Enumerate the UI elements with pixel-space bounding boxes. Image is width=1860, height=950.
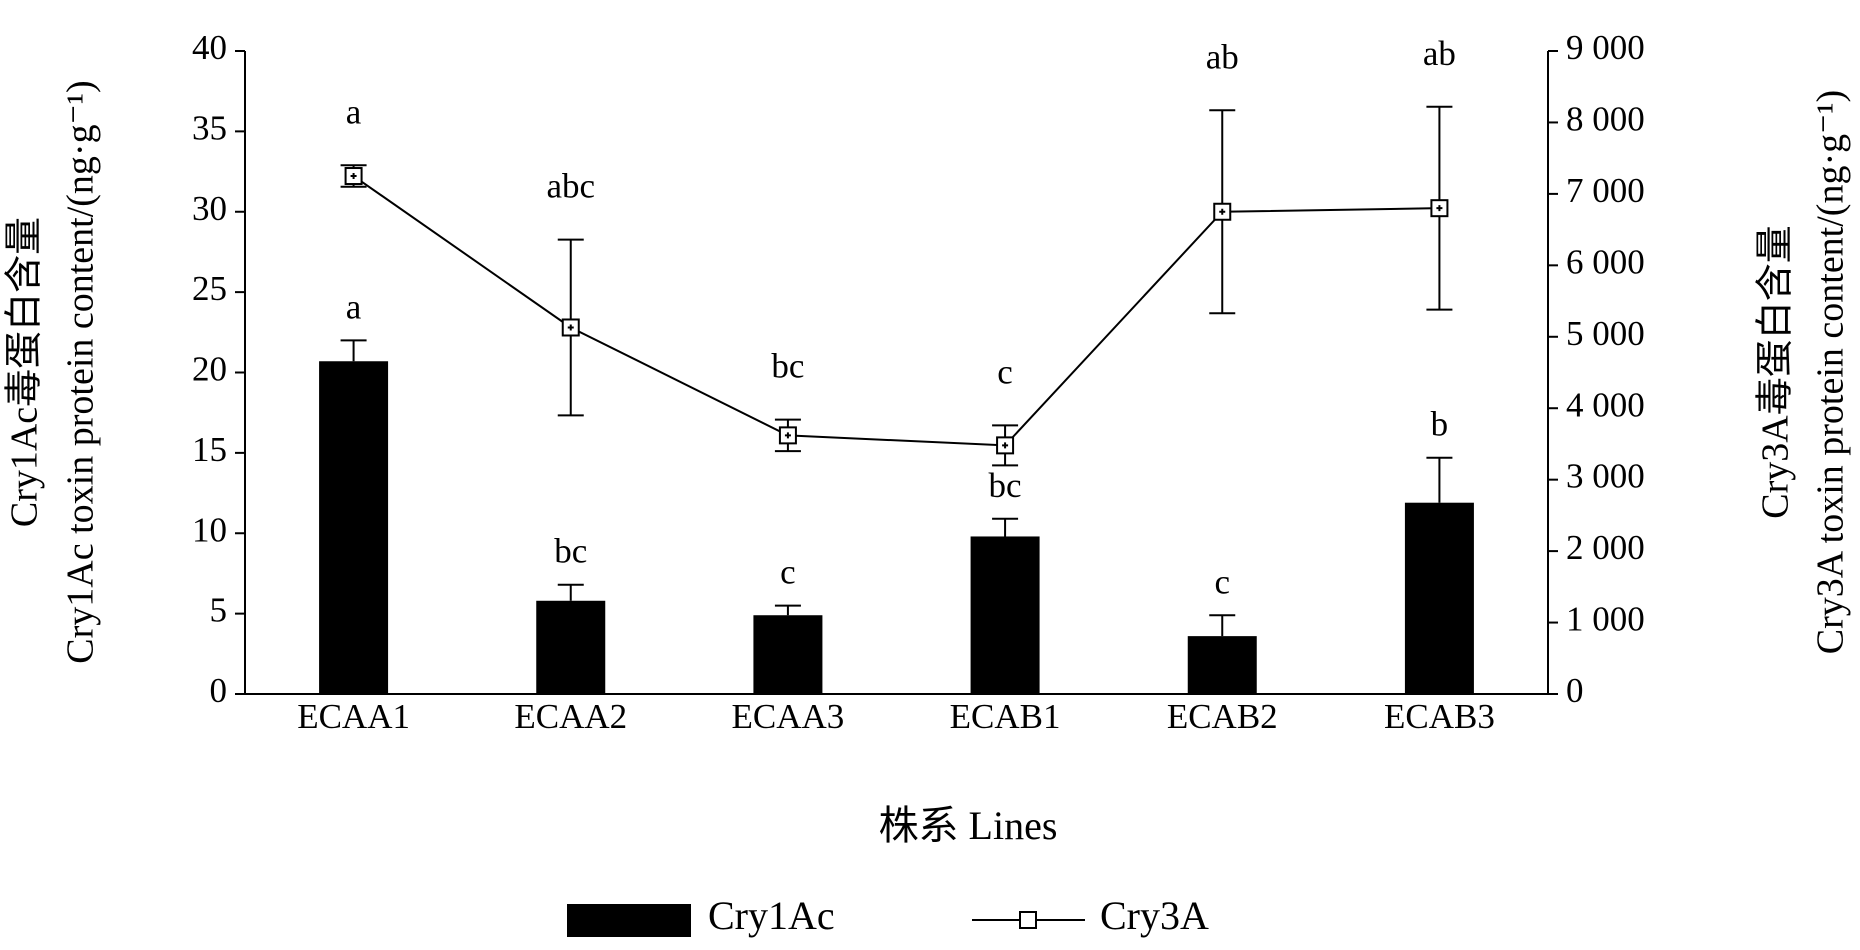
- significance-label: bc: [771, 347, 804, 386]
- y-tick-label: 30: [192, 189, 227, 228]
- y-tick-label: 5: [210, 591, 228, 630]
- marker-dot: [784, 432, 791, 439]
- significance-label: ab: [1423, 34, 1456, 73]
- legend-swatch: [567, 904, 691, 937]
- y-axis-label: Cry1Ac毒蛋白含量: [4, 217, 46, 527]
- significance-label: abc: [546, 167, 595, 206]
- y-tick-label: 0: [210, 671, 228, 710]
- bar: [970, 536, 1040, 694]
- bar: [1404, 502, 1474, 694]
- x-tick-label: ECAA3: [732, 697, 845, 736]
- y2-axis-label: Cry3A毒蛋白含量: [1755, 225, 1797, 518]
- y2-tick-label: 2 000: [1566, 528, 1645, 567]
- significance-label: bc: [989, 466, 1022, 505]
- error-bar: [1426, 456, 1453, 503]
- marker-dot: [1219, 208, 1226, 215]
- bar: [1187, 636, 1257, 694]
- legend-marker: [1019, 911, 1037, 929]
- y-tick-label: 10: [192, 510, 227, 549]
- x-tick-label: ECAA2: [514, 697, 627, 736]
- y2-tick-label: 0: [1566, 671, 1584, 710]
- significance-label: c: [1214, 562, 1230, 601]
- error-bar: [774, 604, 801, 616]
- significance-label: b: [1431, 405, 1449, 444]
- error-bar: [340, 339, 367, 362]
- y-tick-label: 40: [192, 28, 227, 67]
- y2-tick-label: 7 000: [1566, 171, 1645, 210]
- line: [353, 175, 1440, 447]
- marker-dot: [1002, 442, 1009, 449]
- x-tick-label: ECAB2: [1167, 697, 1278, 736]
- y2-tick-label: 8 000: [1566, 99, 1645, 138]
- y2-tick-label: 5 000: [1566, 314, 1645, 353]
- x-tick-label: ECAA1: [297, 697, 410, 736]
- error-bar: [557, 583, 584, 601]
- y2-tick-label: 3 000: [1566, 457, 1645, 496]
- y-tick-label: 35: [192, 108, 227, 147]
- legend-label: Cry1Ac: [708, 893, 835, 938]
- y-tick-label: 20: [192, 350, 227, 389]
- y2-tick-label: 4 000: [1566, 385, 1645, 424]
- significance-label: ab: [1206, 37, 1239, 76]
- bar: [753, 615, 823, 694]
- bar: [536, 600, 606, 694]
- y2-axis-label: Cry3A toxin protein content/(ng·g⁻¹): [1810, 90, 1852, 654]
- significance-label: c: [997, 352, 1013, 391]
- marker-dot: [350, 173, 357, 180]
- marker-dot: [567, 324, 574, 331]
- y2-tick-label: 9 000: [1566, 28, 1645, 67]
- error-bar: [992, 517, 1019, 537]
- x-tick-label: ECAB1: [950, 697, 1061, 736]
- y-axis-label: Cry1Ac toxin protein content/(ng·g⁻¹): [60, 80, 102, 663]
- significance-label: a: [346, 287, 362, 326]
- bar: [319, 361, 389, 694]
- significance-label: a: [346, 92, 362, 131]
- significance-label: bc: [554, 532, 587, 571]
- legend-label: Cry3A: [1100, 893, 1209, 938]
- y2-tick-label: 1 000: [1566, 600, 1645, 639]
- y-tick-label: 15: [192, 430, 227, 469]
- x-tick-label: ECAB3: [1384, 697, 1495, 736]
- axis-frame: [244, 51, 1549, 695]
- y-tick-label: 25: [192, 269, 227, 308]
- error-bar: [1209, 614, 1236, 637]
- marker-dot: [1436, 205, 1443, 212]
- x-axis-label: 株系 Lines: [879, 803, 1058, 848]
- significance-label: c: [780, 553, 796, 592]
- y2-tick-label: 6 000: [1566, 242, 1645, 281]
